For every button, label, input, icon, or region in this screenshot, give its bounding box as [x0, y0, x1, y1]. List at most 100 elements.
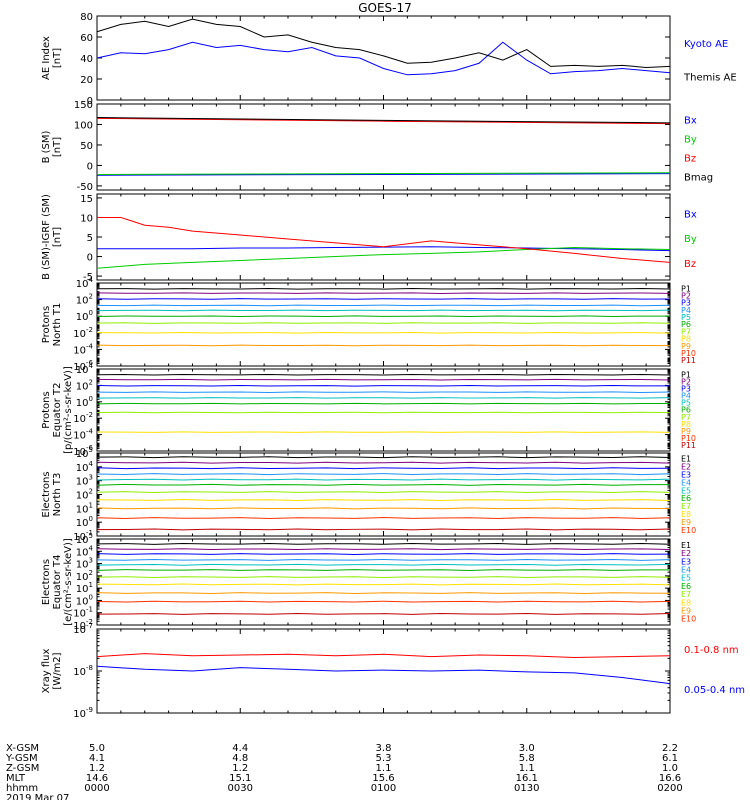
x-axis-tick-value: 0100 — [371, 783, 396, 794]
channel-line — [96, 378, 671, 381]
series-line — [96, 247, 671, 269]
channel-line — [96, 576, 671, 578]
series-line — [96, 18, 671, 68]
y-axis-label: Electrons — [41, 559, 52, 605]
channel-label: E2 — [681, 549, 691, 558]
channel-label: P2 — [681, 377, 691, 386]
y-tick-label: 0 — [87, 96, 93, 107]
channel-line — [96, 391, 671, 393]
channel-label: E9 — [681, 518, 691, 527]
channel-line — [96, 612, 671, 615]
x-axis-tick-value: 1.0 — [662, 763, 678, 774]
panel-7: Electrons Equator T4 [e/(cm²-s-sr-keV)] 105… — [41, 532, 696, 632]
channel-label: P5 — [681, 399, 691, 408]
channel-label: P3 — [681, 299, 691, 308]
y-tick-label: -50 — [77, 182, 93, 193]
channel-line — [96, 304, 671, 307]
channel-line — [96, 461, 671, 464]
channel-line — [96, 309, 671, 312]
plot-title: GOES-17 — [358, 1, 412, 15]
y-tick-label: 10-2 — [73, 326, 93, 340]
series-line — [96, 665, 671, 685]
channel-line — [96, 600, 671, 603]
channel-label: P4 — [681, 392, 691, 401]
channel-line — [96, 431, 671, 433]
y-axis-label: [nT] — [52, 137, 63, 157]
channel-line — [96, 373, 671, 376]
channel-line — [96, 385, 671, 387]
legend-entry: Bx — [684, 115, 697, 126]
legend-entry: Kyoto AE — [684, 39, 728, 50]
channel-line — [96, 553, 671, 555]
channel-line — [96, 322, 671, 324]
x-axis-tick-value: 3.8 — [376, 743, 392, 754]
legend-entry: By — [684, 134, 697, 145]
x-axis-tick-value: 15.6 — [372, 773, 394, 784]
channel-label: E5 — [681, 486, 691, 495]
channel-label: P8 — [681, 335, 691, 344]
y-axis-label: North T3 — [52, 473, 63, 517]
y-axis-label: B (SM)-IGRF (SM) — [41, 194, 52, 280]
y-tick-label: 100 — [74, 120, 93, 131]
channel-label: E10 — [681, 615, 696, 624]
channel-label: E1 — [681, 541, 691, 550]
x-axis-tick-value: 4.1 — [89, 753, 105, 764]
x-axis-tick-value: 16.6 — [659, 773, 681, 784]
channel-line — [96, 491, 671, 494]
series-line — [96, 173, 671, 176]
x-axis-table: X-GSMY-GSMZ-GSMMLThhmm5.04.11.214.600004… — [5, 743, 683, 800]
y-tick-label: 10-4 — [73, 428, 93, 442]
channel-label: E9 — [681, 607, 691, 616]
channel-line — [96, 569, 671, 571]
y-tick-label: 100 — [76, 395, 93, 409]
y-tick-label: 60 — [80, 33, 93, 44]
y-tick-label: 104 — [76, 460, 94, 474]
y-tick-label: 102 — [76, 378, 93, 392]
channel-line — [96, 332, 671, 334]
y-tick-label: 104 — [76, 276, 94, 290]
channel-label: E2 — [681, 463, 691, 472]
panel-4: Protons North T1 104 102 100 10-2 10-4 10-6 P1P2… — [41, 276, 696, 373]
y-axis-label: AE Index — [41, 36, 52, 80]
y-tick-label: -5 — [83, 272, 93, 283]
channel-line — [96, 483, 671, 486]
y-tick-label: 40 — [80, 54, 93, 65]
channel-label: P11 — [681, 441, 696, 450]
channel-label: E6 — [681, 582, 691, 591]
x-axis-tick-value: 5.3 — [376, 753, 392, 764]
y-tick-label: 80 — [80, 12, 93, 23]
y-axis-label: [e/(cm²-s-sr-keV)] — [63, 538, 74, 626]
x-axis-tick-value: 5.0 — [89, 743, 105, 754]
y-tick-label: 5 — [87, 233, 93, 244]
channel-line — [96, 499, 671, 502]
y-axis-label: [nT] — [52, 48, 63, 68]
channel-line — [96, 467, 671, 470]
channel-label: E4 — [681, 478, 691, 487]
y-axis-label: Protons — [41, 306, 52, 343]
panel-2: B (SM) [nT] 150 100 50 0 -50 Bx By Bz Bmag — [41, 100, 713, 193]
x-axis-tick-value: 4.4 — [232, 743, 248, 754]
channel-line — [96, 563, 671, 566]
channel-label: P9 — [681, 427, 691, 436]
y-tick-label: 101 — [76, 501, 93, 515]
channel-line — [96, 288, 671, 290]
channel-label: P7 — [681, 327, 691, 336]
x-axis-row-label: Z-GSM — [6, 763, 39, 774]
channel-label: P9 — [681, 342, 691, 351]
channel-label: E3 — [681, 471, 691, 480]
legend-entry: Bz — [684, 154, 696, 165]
channel-label: E5 — [681, 574, 691, 583]
channel-line — [96, 402, 671, 405]
channel-line — [96, 411, 671, 414]
y-tick-label: 105 — [76, 532, 93, 546]
y-tick-label: 10 — [80, 213, 93, 224]
channel-line — [96, 583, 671, 586]
y-axis-label: [p/(cm²-s-sr-keV)] — [63, 366, 74, 454]
y-axis-label: Electrons — [41, 471, 52, 517]
x-axis-tick-value: 3.0 — [519, 743, 535, 754]
channel-line — [96, 478, 671, 481]
channel-line — [96, 292, 671, 294]
